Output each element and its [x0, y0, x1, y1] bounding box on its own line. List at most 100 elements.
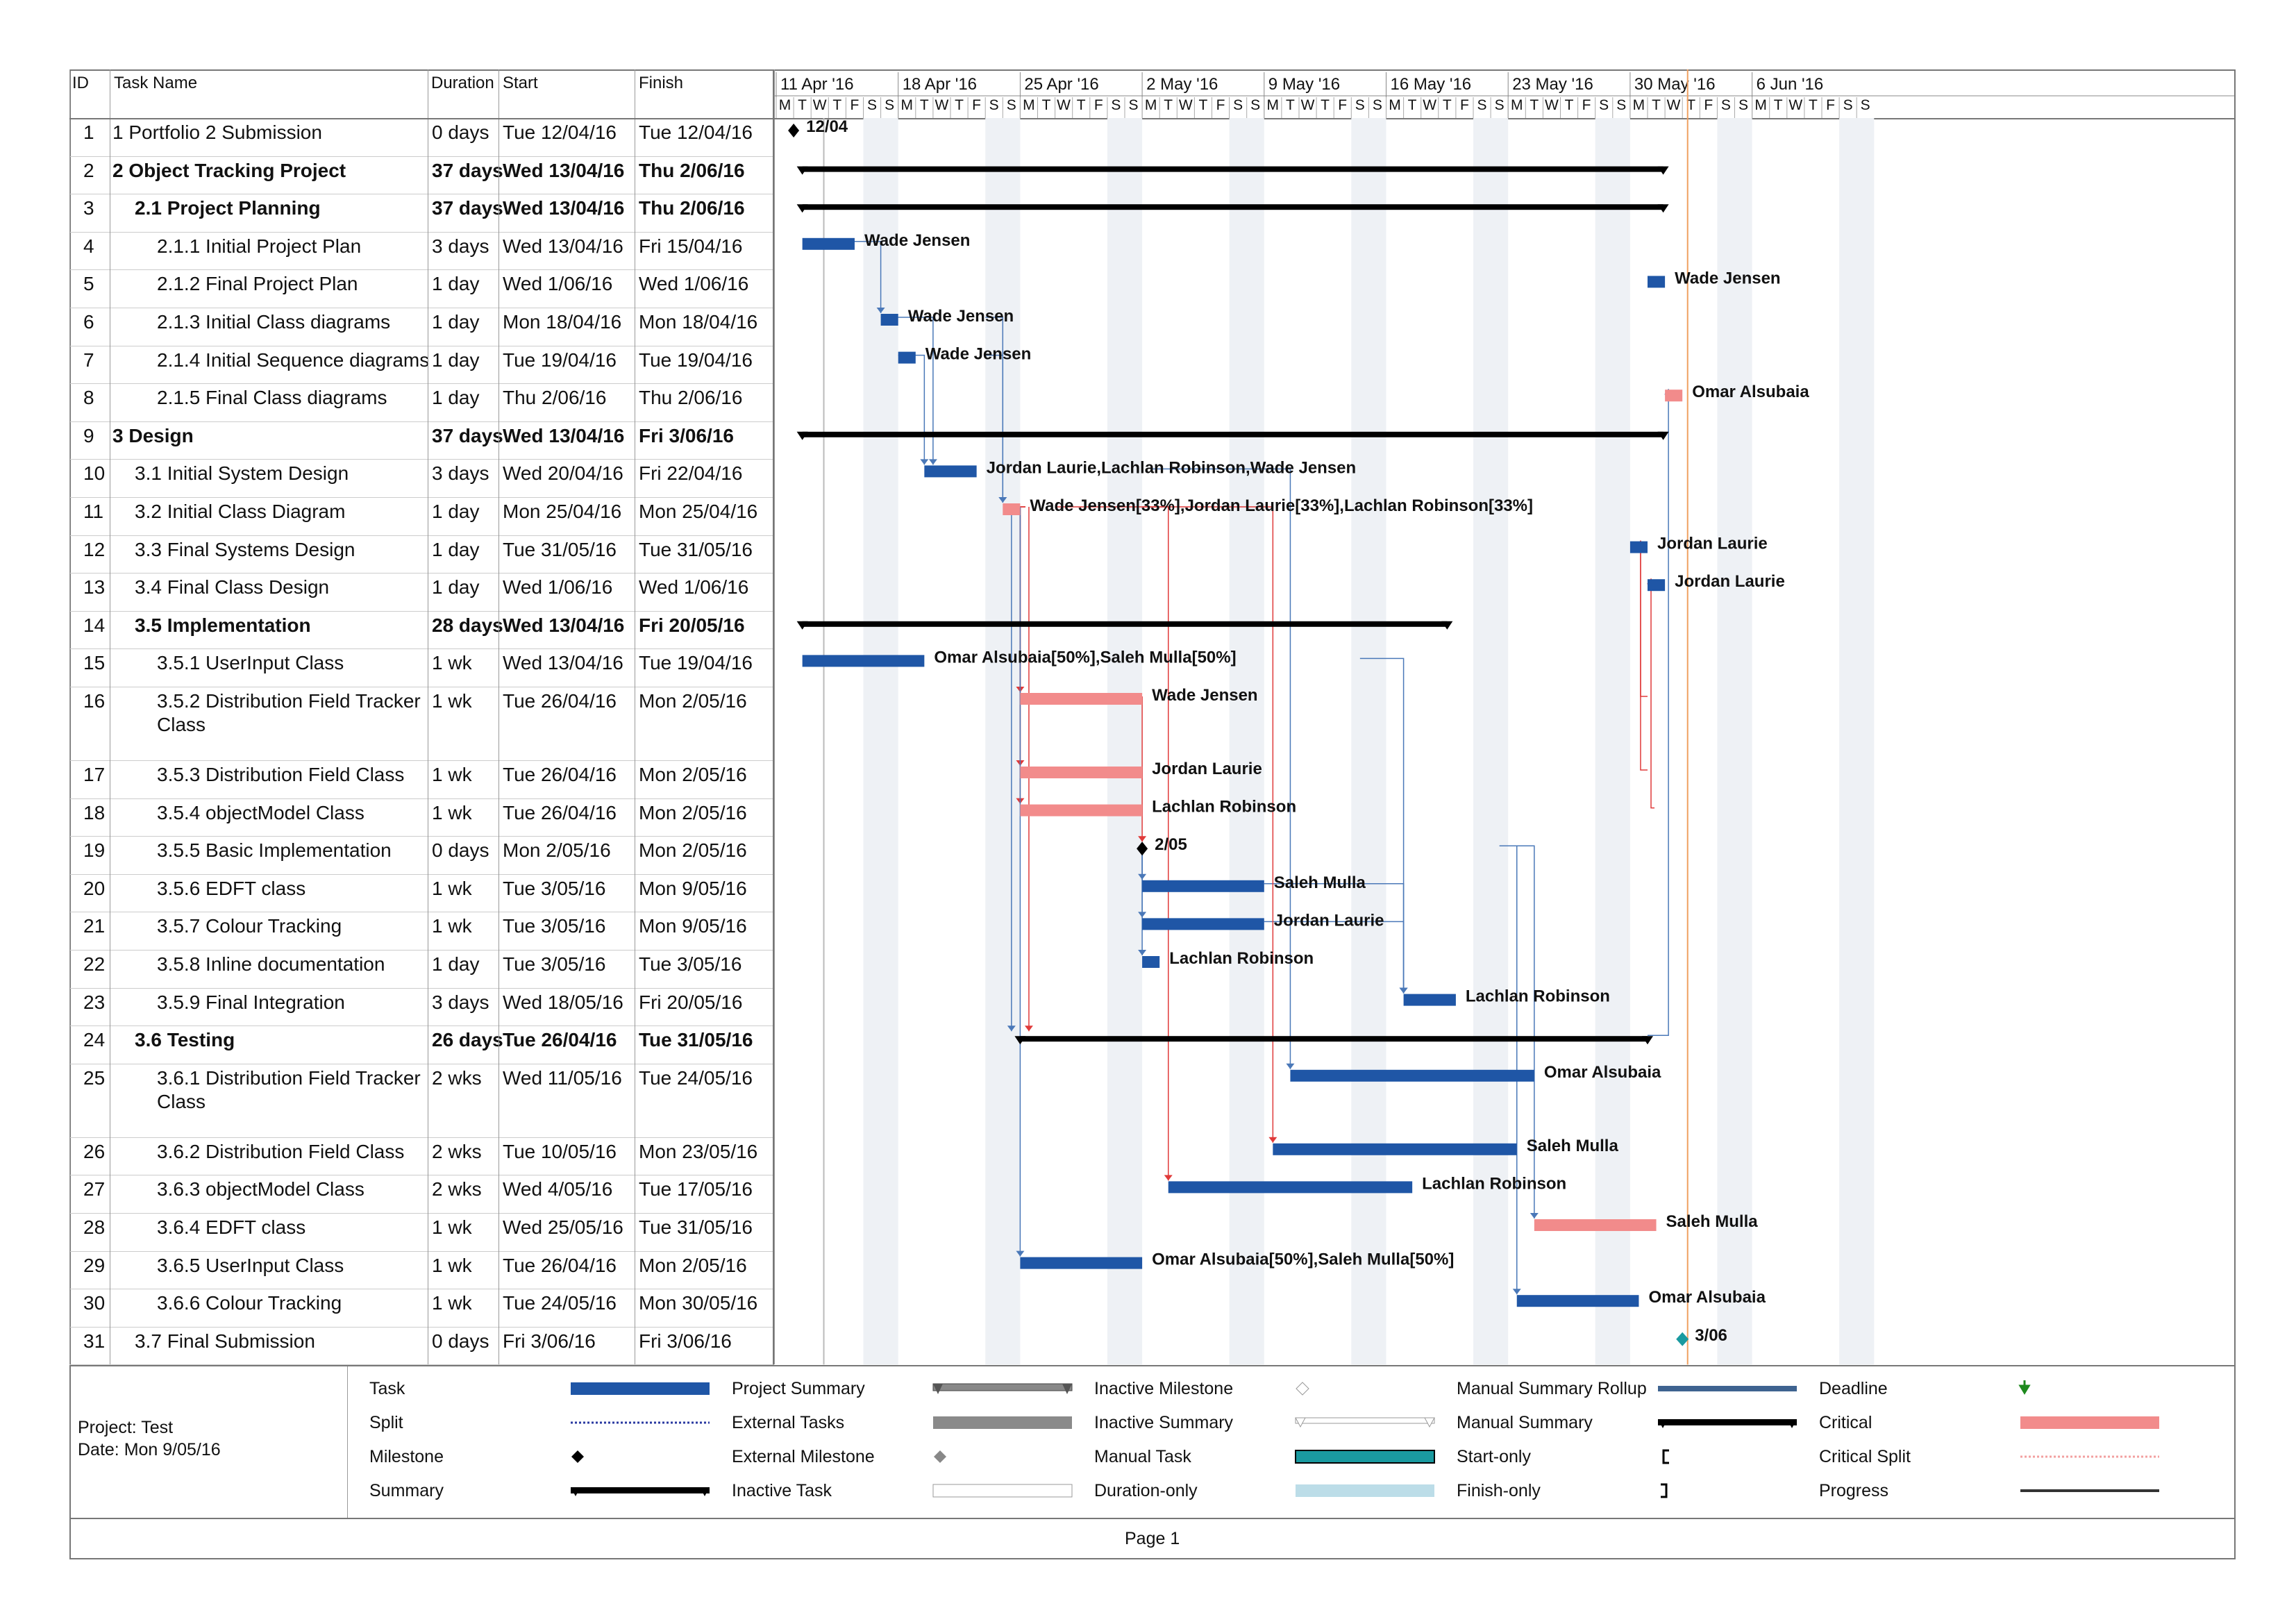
- task-row-duration[interactable]: 2 wks: [432, 1140, 482, 1162]
- task-row-name[interactable]: 2 Object Tracking Project: [112, 159, 346, 181]
- task-row-name[interactable]: 3.5.2 Distribution Field Tracker Class: [157, 690, 421, 735]
- task-row-name[interactable]: 2.1.2 Final Project Plan: [157, 273, 358, 295]
- task-row-start[interactable]: Wed 13/04/16: [503, 159, 625, 181]
- task-row-id[interactable]: 16: [83, 690, 106, 712]
- task-row-finish[interactable]: Mon 18/04/16: [639, 311, 758, 333]
- task-row-start[interactable]: Tue 31/05/16: [503, 538, 617, 560]
- task-row-id[interactable]: 3: [83, 197, 94, 219]
- task-row-id[interactable]: 6: [83, 311, 94, 333]
- task-row-duration[interactable]: 1 day: [432, 387, 480, 409]
- task-row-duration[interactable]: 1 day: [432, 576, 480, 598]
- task-row-start[interactable]: Tue 19/04/16: [503, 349, 617, 371]
- task-row-finish[interactable]: Mon 30/05/16: [639, 1292, 758, 1314]
- task-row-name[interactable]: 3.4 Final Class Design: [135, 576, 330, 598]
- task-row-finish[interactable]: Mon 2/05/16: [639, 764, 747, 785]
- task-row-duration[interactable]: 1 wk: [432, 690, 472, 712]
- task-row-id[interactable]: 25: [83, 1066, 106, 1089]
- task-row-id[interactable]: 19: [83, 839, 106, 862]
- task-row-finish[interactable]: Wed 1/06/16: [639, 576, 749, 598]
- task-row-name[interactable]: 1 Portfolio 2 Submission: [112, 122, 322, 143]
- task-row-start[interactable]: Fri 3/06/16: [503, 1330, 596, 1352]
- task-row-finish[interactable]: Fri 20/05/16: [639, 991, 743, 1013]
- task-row-start[interactable]: Tue 3/05/16: [503, 877, 606, 899]
- task-row-name[interactable]: 3.5.4 objectModel Class: [157, 801, 364, 823]
- task-row-start[interactable]: Wed 13/04/16: [503, 197, 625, 219]
- task-row-name[interactable]: 3 Design: [112, 424, 194, 446]
- task-row-duration[interactable]: 2 wks: [432, 1178, 482, 1200]
- task-row-start[interactable]: Mon 25/04/16: [503, 501, 622, 522]
- task-row-id[interactable]: 15: [83, 652, 106, 674]
- task-row-finish[interactable]: Tue 3/05/16: [639, 953, 742, 975]
- task-row-duration[interactable]: 1 day: [432, 953, 480, 975]
- task-row-start[interactable]: Tue 3/05/16: [503, 953, 606, 975]
- task-row-start[interactable]: Wed 13/04/16: [503, 235, 623, 257]
- task-row-duration[interactable]: 1 wk: [432, 801, 472, 823]
- task-row-finish[interactable]: Mon 9/05/16: [639, 877, 747, 899]
- task-row-start[interactable]: Wed 13/04/16: [503, 652, 623, 674]
- task-row-duration[interactable]: 1 wk: [432, 1254, 472, 1276]
- task-row-finish[interactable]: Tue 31/05/16: [639, 538, 753, 560]
- task-row-start[interactable]: Wed 1/06/16: [503, 273, 613, 295]
- task-row-finish[interactable]: Mon 2/05/16: [639, 839, 747, 862]
- task-row-duration[interactable]: 1 day: [432, 501, 480, 522]
- task-row-duration[interactable]: 0 days: [432, 122, 489, 143]
- task-row-name[interactable]: 3.6.2 Distribution Field Class: [157, 1140, 405, 1162]
- task-row-finish[interactable]: Tue 17/05/16: [639, 1178, 753, 1200]
- task-row-id[interactable]: 12: [83, 538, 106, 560]
- task-row-name[interactable]: 2.1.4 Initial Sequence diagrams: [157, 349, 430, 371]
- task-row-start[interactable]: Wed 1/06/16: [503, 576, 613, 598]
- task-row-id[interactable]: 1: [83, 122, 94, 143]
- task-row-start[interactable]: Tue 26/04/16: [503, 690, 617, 712]
- task-row-duration[interactable]: 1 day: [432, 349, 480, 371]
- task-row-duration[interactable]: 1 day: [432, 538, 480, 560]
- task-row-duration[interactable]: 1 day: [432, 311, 480, 333]
- task-row-duration[interactable]: 37 days: [432, 424, 503, 446]
- task-row-id[interactable]: 27: [83, 1178, 106, 1200]
- task-row-id[interactable]: 24: [83, 1029, 106, 1051]
- task-row-start[interactable]: Wed 25/05/16: [503, 1216, 623, 1238]
- task-row-finish[interactable]: Tue 12/04/16: [639, 122, 753, 143]
- task-row-start[interactable]: Wed 20/04/16: [503, 462, 623, 485]
- task-row-duration[interactable]: 1 wk: [432, 915, 472, 937]
- task-row-name[interactable]: 3.5.3 Distribution Field Class: [157, 764, 405, 785]
- task-row-name[interactable]: 3.2 Initial Class Diagram: [135, 501, 346, 522]
- task-row-id[interactable]: 28: [83, 1216, 106, 1238]
- task-row-finish[interactable]: Fri 3/06/16: [639, 424, 734, 446]
- task-row-name[interactable]: 3.5.6 EDFT class: [157, 877, 306, 899]
- task-row-finish[interactable]: Tue 19/04/16: [639, 652, 753, 674]
- task-row-name[interactable]: 3.5.1 UserInput Class: [157, 652, 344, 674]
- task-row-id[interactable]: 18: [83, 801, 106, 823]
- task-row-start[interactable]: Wed 13/04/16: [503, 424, 625, 446]
- task-row-id[interactable]: 30: [83, 1292, 106, 1314]
- task-row-id[interactable]: 31: [83, 1330, 106, 1352]
- task-row-name[interactable]: 3.5.5 Basic Implementation: [157, 839, 392, 862]
- task-row-name[interactable]: 3.6.1 Distribution Field Tracker Class: [157, 1066, 421, 1112]
- task-row-id[interactable]: 17: [83, 764, 106, 785]
- task-row-id[interactable]: 22: [83, 953, 106, 975]
- task-row-start[interactable]: Wed 13/04/16: [503, 614, 625, 636]
- task-row-name[interactable]: 3.6.6 Colour Tracking: [157, 1292, 342, 1314]
- task-row-duration[interactable]: 3 days: [432, 235, 489, 257]
- task-row-start[interactable]: Tue 26/04/16: [503, 1254, 617, 1276]
- task-row-name[interactable]: 3.7 Final Submission: [135, 1330, 315, 1352]
- task-row-start[interactable]: Mon 2/05/16: [503, 839, 611, 862]
- task-row-duration[interactable]: 28 days: [432, 614, 503, 636]
- task-row-duration[interactable]: 0 days: [432, 839, 489, 862]
- task-row-finish[interactable]: Fri 20/05/16: [639, 614, 745, 636]
- task-row-duration[interactable]: 1 wk: [432, 1216, 472, 1238]
- task-row-finish[interactable]: Tue 19/04/16: [639, 349, 753, 371]
- task-row-duration[interactable]: 3 days: [432, 462, 489, 485]
- task-row-id[interactable]: 7: [83, 349, 94, 371]
- task-row-start[interactable]: Wed 18/05/16: [503, 991, 623, 1013]
- task-row-name[interactable]: 3.6.3 objectModel Class: [157, 1178, 364, 1200]
- task-row-id[interactable]: 21: [83, 915, 106, 937]
- task-row-finish[interactable]: Mon 23/05/16: [639, 1140, 758, 1162]
- task-row-duration[interactable]: 1 day: [432, 273, 480, 295]
- task-row-start[interactable]: Wed 11/05/16: [503, 1066, 622, 1089]
- task-row-duration[interactable]: 37 days: [432, 197, 503, 219]
- task-row-id[interactable]: 5: [83, 273, 94, 295]
- task-row-id[interactable]: 14: [83, 614, 106, 636]
- task-row-start[interactable]: Tue 24/05/16: [503, 1292, 617, 1314]
- task-row-finish[interactable]: Mon 25/04/16: [639, 501, 758, 522]
- task-row-name[interactable]: 3.5.8 Inline documentation: [157, 953, 385, 975]
